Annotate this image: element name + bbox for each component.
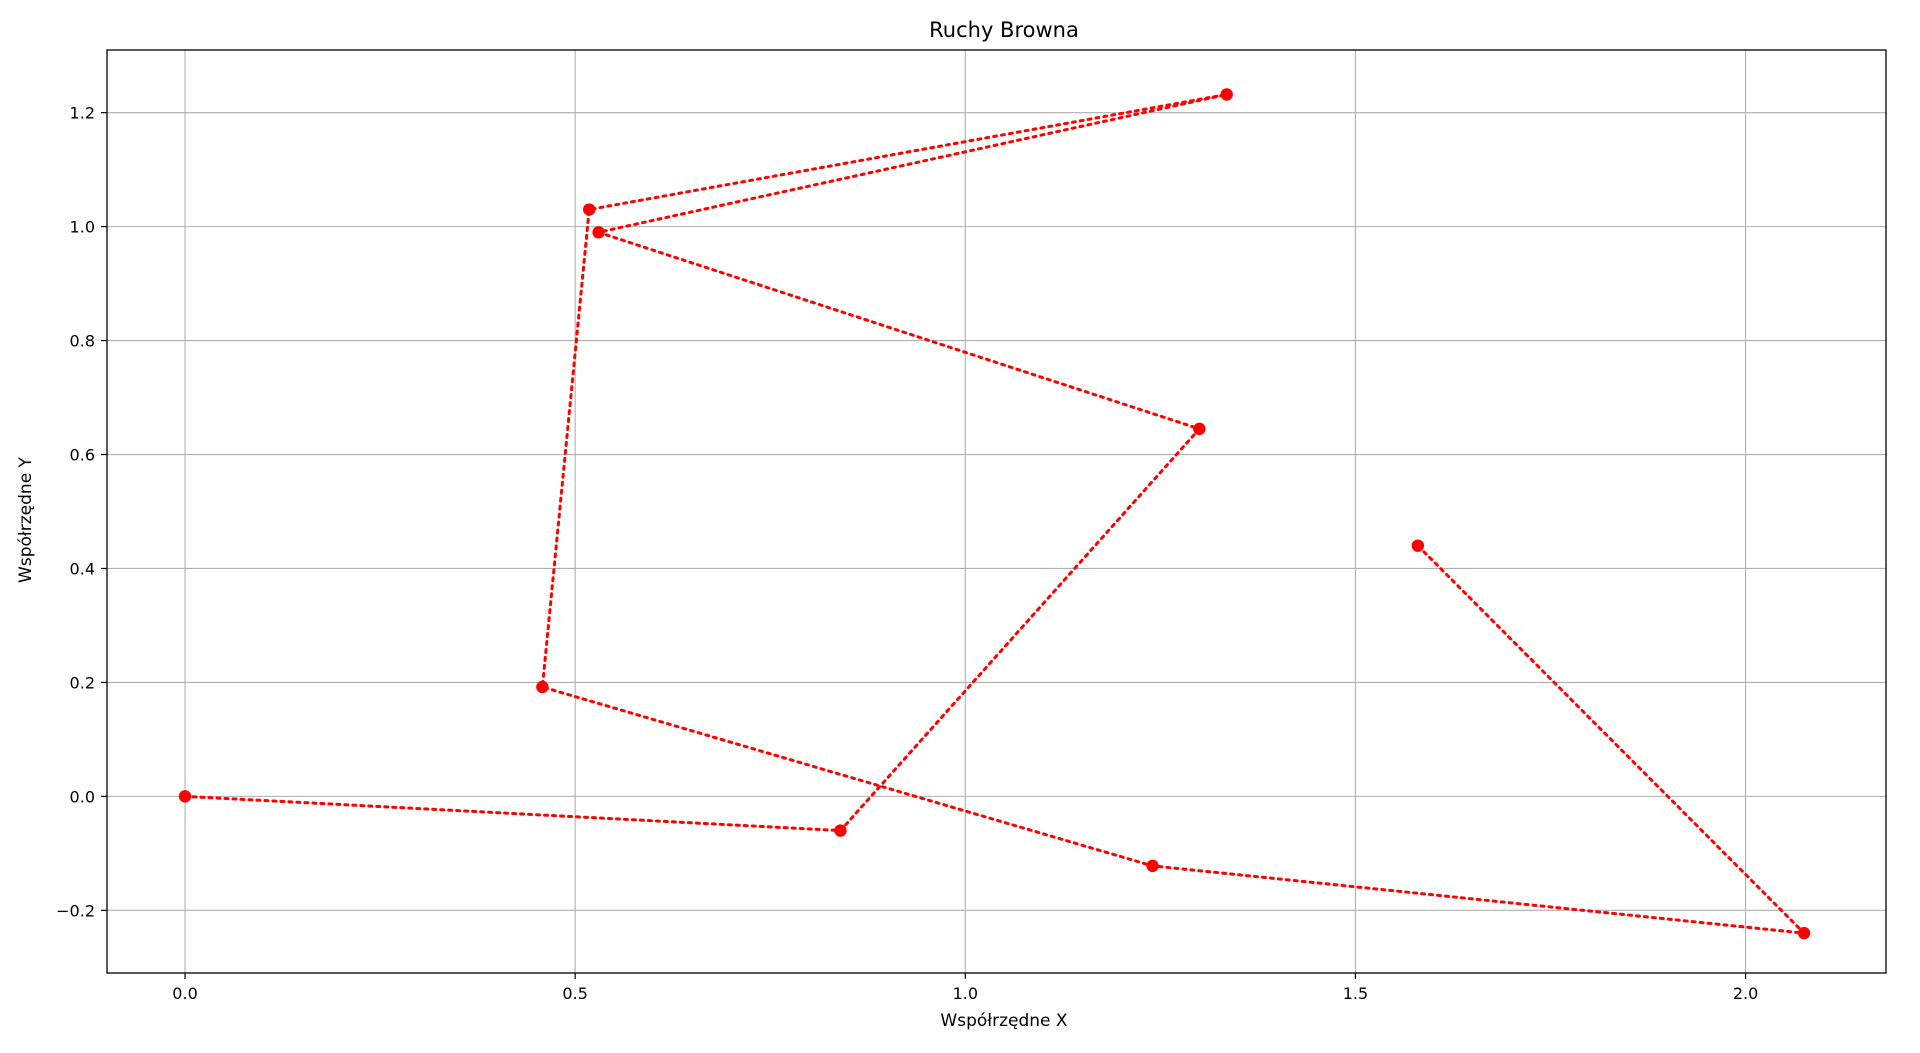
y-tick-label: 0.2 <box>70 673 95 692</box>
series-line <box>183 92 1806 935</box>
y-tick-label: −0.2 <box>56 901 95 920</box>
data-point <box>1193 422 1206 436</box>
data-point <box>1146 859 1159 873</box>
x-tick-label: 1.5 <box>1343 984 1368 1003</box>
axis-ticks: 0.0 0.5 1.0 1.5 2.0 −0.2 0.0 0.2 0.4 0.6 0.8 1.0 1.2 <box>56 104 1758 1003</box>
y-tick-label: 1.2 <box>70 104 95 123</box>
x-tick-label: 0.5 <box>562 984 587 1003</box>
y-tick-label: 0.6 <box>70 446 95 465</box>
plot-frame <box>106 49 1887 974</box>
data-point <box>178 790 192 803</box>
data-point <box>1220 88 1233 101</box>
chart-title: Ruchy Browna <box>929 18 1079 42</box>
data-point <box>1797 926 1811 940</box>
y-tick-label: 0.4 <box>70 559 95 578</box>
x-axis-label: Współrzędne X <box>940 1011 1067 1031</box>
y-axis-label: Współrzędne Y <box>16 456 36 582</box>
x-tick-label: 1.0 <box>953 984 978 1003</box>
x-tick-label: 0.0 <box>172 984 197 1003</box>
data-point <box>592 226 605 239</box>
y-tick-label: 1.0 <box>70 218 95 237</box>
y-tick-label: 0.8 <box>70 332 95 351</box>
y-tick-label: 0.0 <box>70 787 95 806</box>
grid-lines <box>107 50 1886 973</box>
series-0 <box>178 88 1811 940</box>
data-point <box>834 824 847 837</box>
data-point <box>536 680 549 694</box>
data-point <box>583 203 596 216</box>
data-point <box>1411 539 1425 552</box>
x-tick-label: 2.0 <box>1733 984 1758 1003</box>
